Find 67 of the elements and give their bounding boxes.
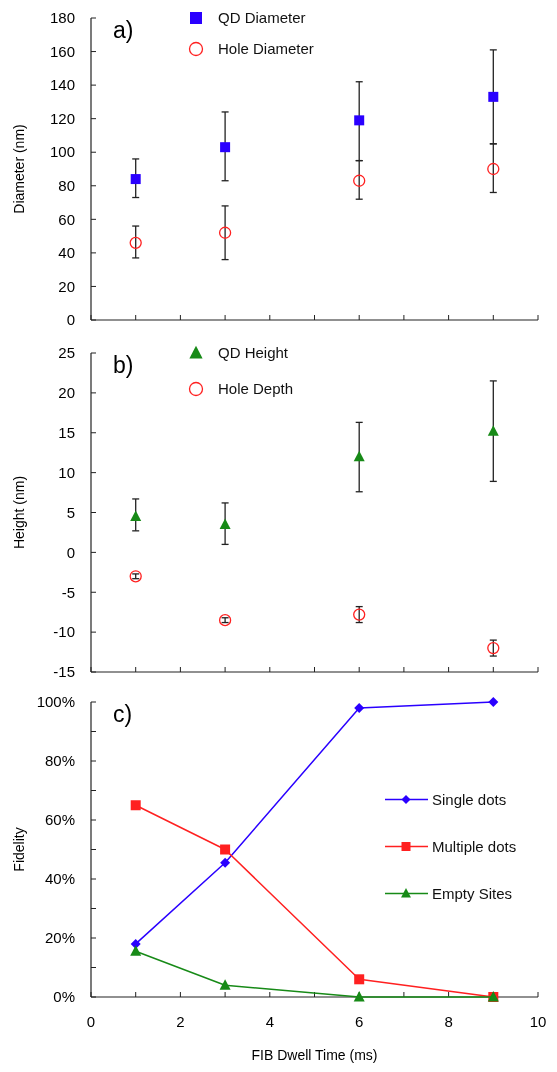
y-tick-label: -10 — [53, 623, 75, 641]
point — [220, 857, 231, 868]
chart-title: c) — [113, 701, 133, 727]
y-tick-label: 5 — [66, 503, 75, 521]
y-axis-title: Height (nm) — [11, 475, 27, 550]
y-tick-label: 80 — [58, 177, 75, 195]
point — [488, 697, 499, 707]
point — [130, 174, 141, 185]
point — [130, 945, 142, 956]
point — [353, 991, 365, 1002]
point — [218, 226, 232, 239]
x-tick-label: 2 — [176, 1013, 185, 1030]
x-tick-label: 6 — [355, 1013, 364, 1030]
y-tick-label: 60 — [58, 210, 75, 228]
y-tick-label: 0% — [53, 988, 75, 1006]
x-tick-label: 0 — [86, 1013, 96, 1030]
point — [130, 800, 141, 811]
x-tick-label: 4 — [265, 1013, 274, 1030]
point — [220, 844, 231, 855]
y-tick-label: 25 — [58, 344, 75, 362]
legend-label: Multiple dots — [432, 837, 517, 855]
y-tick-label: 10 — [58, 463, 75, 481]
y-axis-title: Diameter (nm) — [11, 124, 27, 214]
y-tick-label: 120 — [49, 109, 75, 127]
chart-title: b) — [113, 352, 134, 378]
y-tick-label: 100% — [36, 693, 75, 711]
point — [130, 510, 142, 521]
y-tick-label: 60% — [44, 811, 75, 829]
legend-label: QD Diameter — [218, 9, 306, 27]
y-tick-label: 100 — [49, 143, 75, 161]
point — [130, 938, 141, 949]
point — [220, 142, 231, 153]
y-tick-label: -15 — [53, 663, 75, 681]
y-tick-label: 160 — [49, 42, 75, 60]
y-tick-label: 180 — [49, 9, 75, 27]
point — [354, 115, 365, 126]
point — [129, 236, 142, 249]
x-tick-label: 10 — [529, 1013, 547, 1030]
legend-label: Single dots — [432, 790, 507, 808]
point — [354, 974, 365, 985]
point — [219, 979, 231, 990]
y-tick-label: 0 — [66, 311, 75, 329]
y-tick-label: -5 — [61, 583, 75, 601]
legend-label: Hole Depth — [218, 380, 294, 398]
y-tick-label: 40% — [44, 870, 75, 888]
y-axis-title: Fidelity — [11, 827, 27, 872]
point — [487, 425, 499, 436]
point — [487, 162, 500, 176]
y-tick-label: 20 — [58, 384, 75, 402]
y-tick-label: 0 — [66, 543, 75, 561]
point — [219, 518, 231, 529]
point — [488, 91, 499, 102]
point — [354, 702, 365, 713]
y-tick-label: 80% — [44, 752, 75, 770]
legend-label: Hole Diameter — [218, 40, 314, 58]
point — [353, 450, 365, 462]
legend-label: QD Height — [218, 344, 289, 362]
y-tick-label: 140 — [49, 76, 75, 94]
y-tick-label: 15 — [58, 424, 75, 441]
x-axis-title: FIB Dwell Time (ms) — [251, 1047, 378, 1063]
x-tick-label: 8 — [444, 1013, 453, 1030]
chart-title: a) — [113, 17, 134, 43]
point — [353, 174, 366, 187]
legend-label: Empty Sites — [432, 884, 513, 902]
y-tick-label: 20 — [58, 277, 75, 295]
y-tick-label: 40 — [58, 244, 75, 262]
y-tick-label: 20% — [44, 929, 75, 947]
